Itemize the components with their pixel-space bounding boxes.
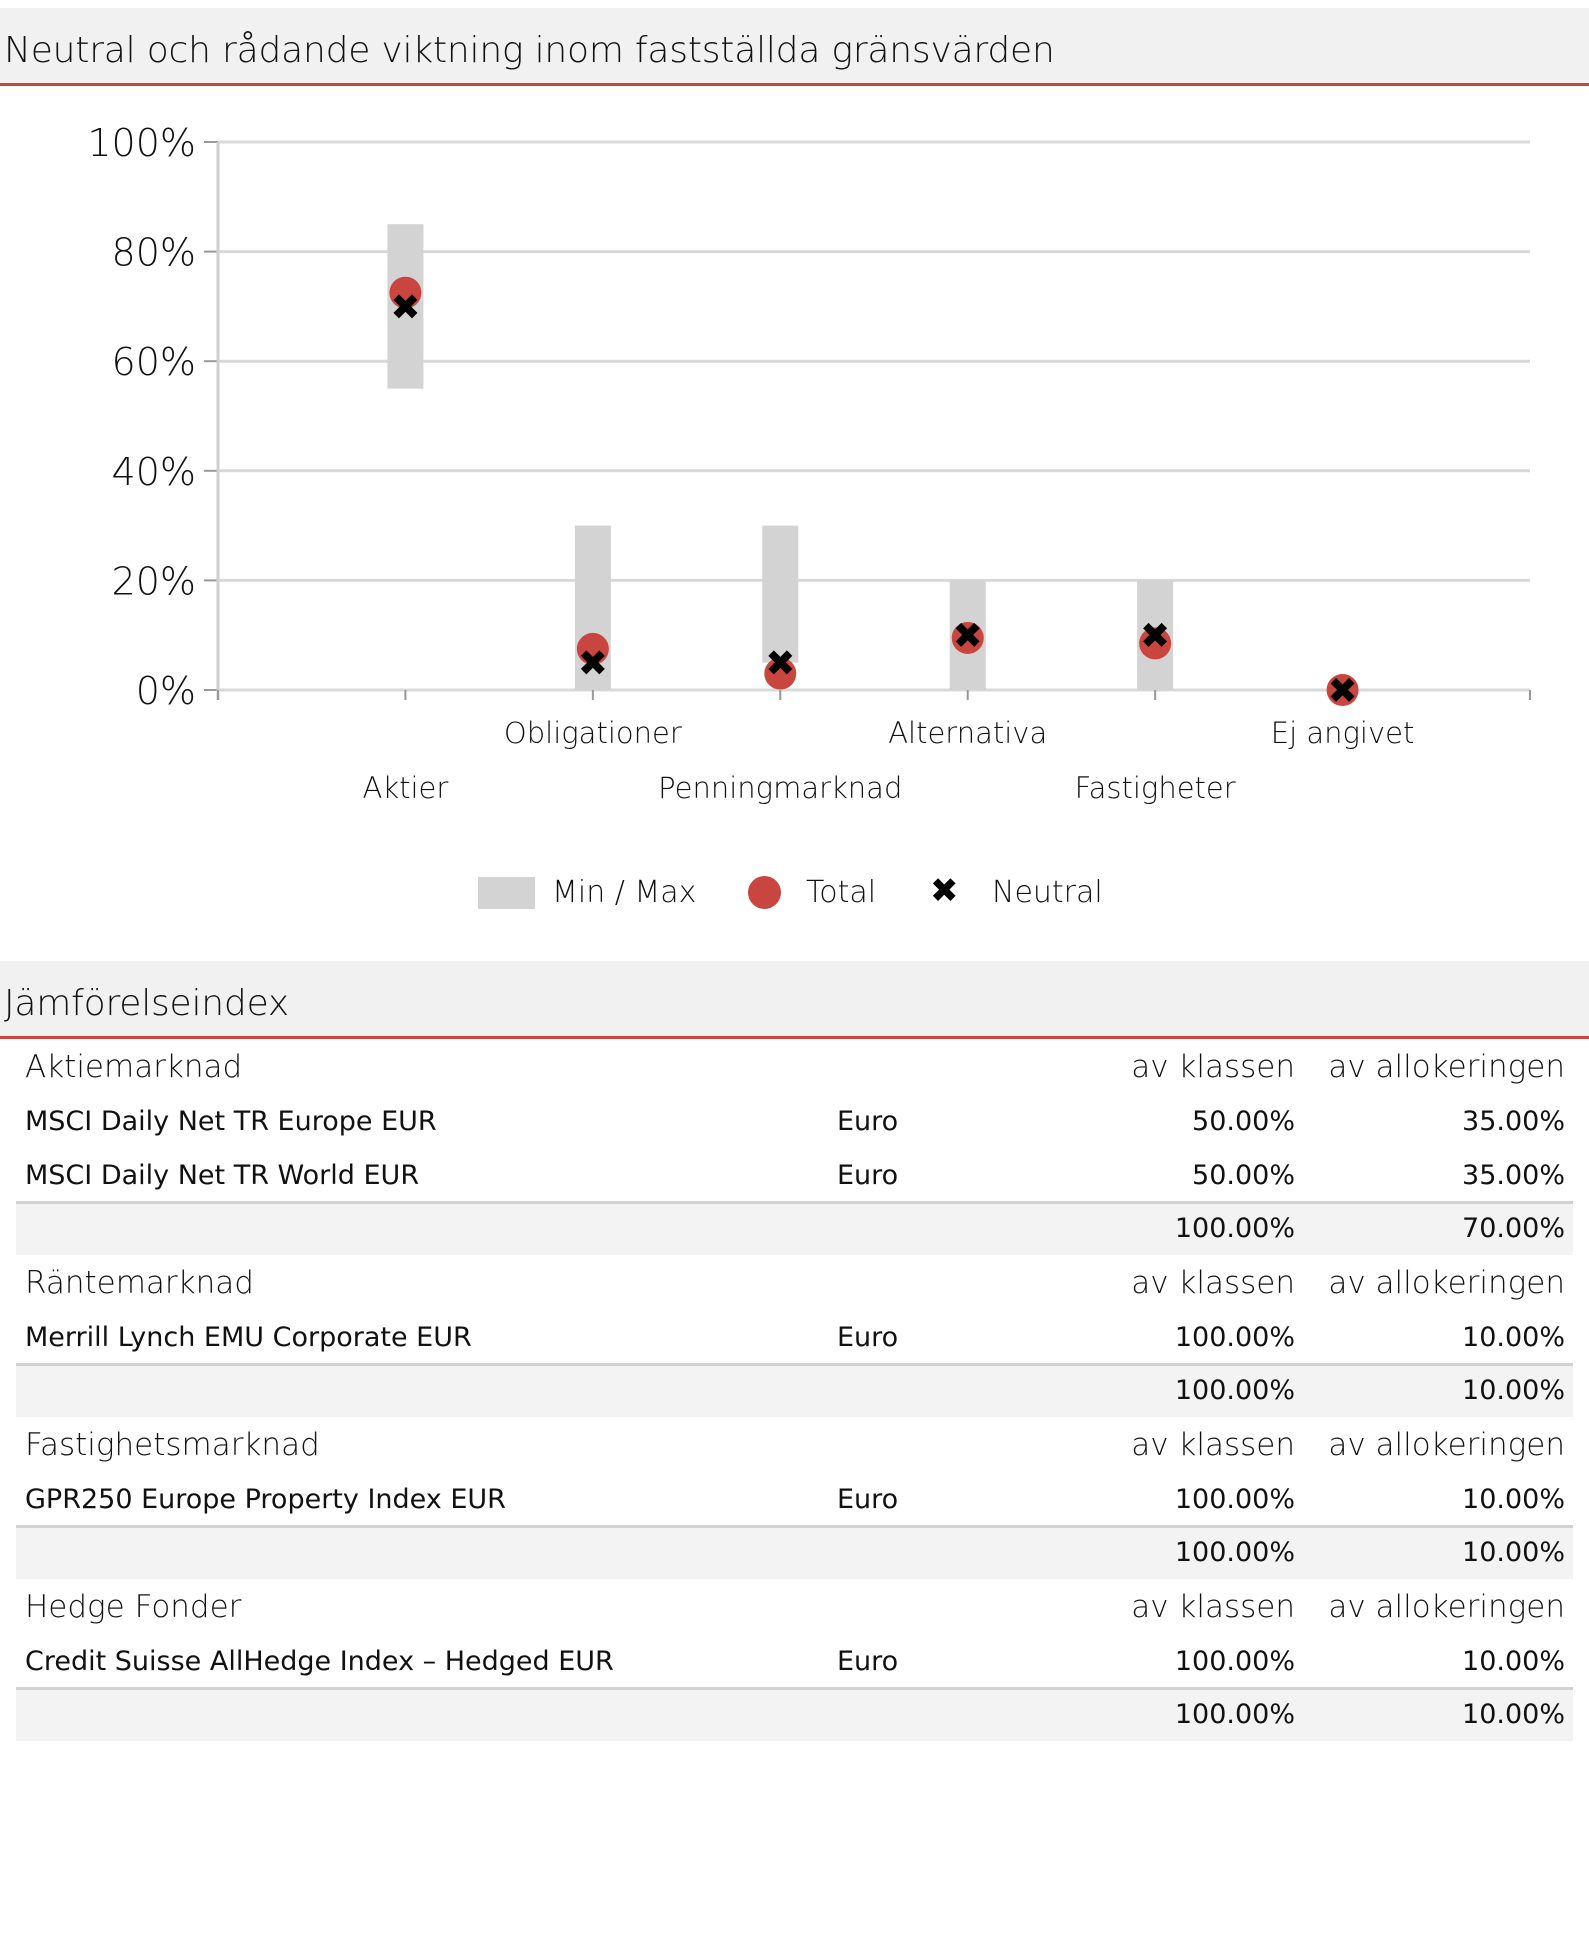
total-point	[951, 621, 984, 654]
share-of-class: 50.00%	[1192, 1106, 1295, 1137]
group-header-row: Fastighetsmarknad av klassen av allokeri…	[16, 1417, 1573, 1471]
group-name: Hedge Fonder	[25, 1589, 242, 1625]
col-header-class: av klassen	[1131, 1589, 1295, 1625]
share-of-class: 50.00%	[1192, 1160, 1295, 1191]
table-row: MSCI Daily Net TR World EUR Euro 50.00% …	[16, 1147, 1573, 1201]
index-name: MSCI Daily Net TR Europe EUR	[25, 1106, 437, 1137]
neutral-point: ✖	[1327, 671, 1357, 712]
total-point	[1326, 674, 1359, 706]
y-tick-label: 60%	[112, 340, 196, 384]
total-of-class: 100.00%	[1174, 1213, 1295, 1244]
benchmark-group: Räntemarknad av klassen av allokeringen …	[16, 1255, 1573, 1417]
y-tick-label: 40%	[112, 450, 196, 494]
neutral-point: ✖	[390, 287, 420, 328]
x-category-label: Penningmarknad	[658, 771, 902, 805]
y-tick-label: 100%	[87, 121, 196, 165]
share-of-allocation: 35.00%	[1462, 1106, 1565, 1137]
group-total-row: 100.00% 10.00%	[16, 1525, 1573, 1579]
legend-cross-icon: ✖	[930, 871, 959, 911]
total-point	[576, 632, 609, 665]
total-point	[764, 657, 797, 690]
col-header-class: av klassen	[1131, 1265, 1295, 1301]
table-row: MSCI Daily Net TR Europe EUR Euro 50.00%…	[16, 1093, 1573, 1147]
share-of-allocation: 10.00%	[1462, 1646, 1565, 1677]
total-of-allocation: 70.00%	[1462, 1213, 1565, 1244]
index-name: GPR250 Europe Property Index EUR	[25, 1484, 506, 1515]
legend-label-total: Total	[806, 875, 877, 910]
index-name: Merrill Lynch EMU Corporate EUR	[25, 1322, 472, 1353]
benchmark-group: Fastighetsmarknad av klassen av allokeri…	[16, 1417, 1573, 1579]
group-header-row: Räntemarknad av klassen av allokeringen	[16, 1255, 1573, 1309]
y-tick-label: 20%	[112, 559, 196, 603]
index-currency: Euro	[837, 1484, 899, 1515]
share-of-class: 100.00%	[1174, 1484, 1295, 1515]
y-tick-label: 80%	[112, 231, 196, 275]
group-name: Räntemarknad	[25, 1265, 254, 1301]
x-category-label: Ej angivet	[1271, 716, 1415, 750]
index-currency: Euro	[837, 1646, 899, 1677]
share-of-allocation: 35.00%	[1462, 1160, 1565, 1191]
total-point	[389, 276, 422, 309]
index-name: Credit Suisse AllHedge Index – Hedged EU…	[25, 1646, 614, 1677]
group-header-row: Aktiemarknad av klassen av allokeringen	[16, 1039, 1573, 1093]
share-of-allocation: 10.00%	[1462, 1484, 1565, 1515]
group-name: Fastighetsmarknad	[25, 1427, 320, 1463]
table-row: Credit Suisse AllHedge Index – Hedged EU…	[16, 1633, 1573, 1687]
x-category-label: Aktier	[363, 771, 449, 805]
group-total-row: 100.00% 10.00%	[16, 1687, 1573, 1741]
col-header-allocation: av allokeringen	[1328, 1265, 1565, 1301]
chart-section-header: Neutral och rådande viktning inom fastst…	[0, 8, 1589, 86]
legend-range-swatch	[478, 877, 535, 909]
chart-section-title: Neutral och rådande viktning inom fastst…	[4, 30, 1055, 71]
range-bar	[762, 525, 799, 663]
benchmark-group: Aktiemarknad av klassen av allokeringen …	[16, 1039, 1573, 1255]
neutral-point: ✖	[578, 644, 608, 685]
col-header-class: av klassen	[1131, 1049, 1295, 1085]
legend-dot-swatch	[748, 876, 781, 909]
group-header-row: Hedge Fonder av klassen av allokeringen	[16, 1579, 1573, 1633]
col-header-allocation: av allokeringen	[1328, 1427, 1565, 1463]
share-of-class: 100.00%	[1174, 1646, 1295, 1677]
table-row: Merrill Lynch EMU Corporate EUR Euro 100…	[16, 1309, 1573, 1363]
total-of-allocation: 10.00%	[1462, 1375, 1565, 1406]
allocation-chart: 0% 20% 40% 60% 80% 100% ✖ ✖ ✖ ✖ ✖ ✖ Aktier Obligation…	[87, 121, 1531, 805]
index-name: MSCI Daily Net TR World EUR	[25, 1160, 420, 1191]
x-category-label: Alternativa	[888, 716, 1047, 750]
benchmark-section-title: Jämförelseindex	[4, 983, 290, 1024]
group-total-row: 100.00% 10.00%	[16, 1363, 1573, 1417]
share-of-class: 100.00%	[1174, 1322, 1295, 1353]
col-header-allocation: av allokeringen	[1328, 1589, 1565, 1625]
share-of-allocation: 10.00%	[1462, 1322, 1565, 1353]
x-category-label: Fastigheter	[1075, 771, 1236, 805]
neutral-point: ✖	[765, 644, 795, 685]
legend-label-minmax: Min / Max	[552, 875, 697, 910]
table-row: GPR250 Europe Property Index EUR Euro 10…	[16, 1471, 1573, 1525]
total-of-class: 100.00%	[1174, 1375, 1295, 1406]
col-header-class: av klassen	[1131, 1427, 1295, 1463]
col-header-allocation: av allokeringen	[1328, 1049, 1565, 1085]
index-currency: Euro	[837, 1106, 899, 1137]
total-of-allocation: 10.00%	[1462, 1537, 1565, 1568]
y-tick-label: 0%	[136, 669, 196, 713]
total-of-allocation: 10.00%	[1462, 1699, 1565, 1730]
index-currency: Euro	[837, 1322, 899, 1353]
group-total-row: 100.00% 70.00%	[16, 1201, 1573, 1255]
neutral-point: ✖	[1140, 616, 1170, 657]
total-of-class: 100.00%	[1174, 1699, 1295, 1730]
group-name: Aktiemarknad	[25, 1049, 243, 1085]
x-category-label: Obligationer	[504, 716, 682, 750]
benchmark-section-header: Jämförelseindex	[0, 961, 1589, 1039]
legend-label-neutral: Neutral	[992, 875, 1103, 910]
total-point	[1139, 627, 1172, 660]
index-currency: Euro	[837, 1160, 899, 1191]
benchmark-table: Aktiemarknad av klassen av allokeringen …	[16, 1039, 1573, 1741]
total-of-class: 100.00%	[1174, 1537, 1295, 1568]
benchmark-group: Hedge Fonder av klassen av allokeringen …	[16, 1579, 1573, 1741]
neutral-point: ✖	[953, 616, 983, 657]
